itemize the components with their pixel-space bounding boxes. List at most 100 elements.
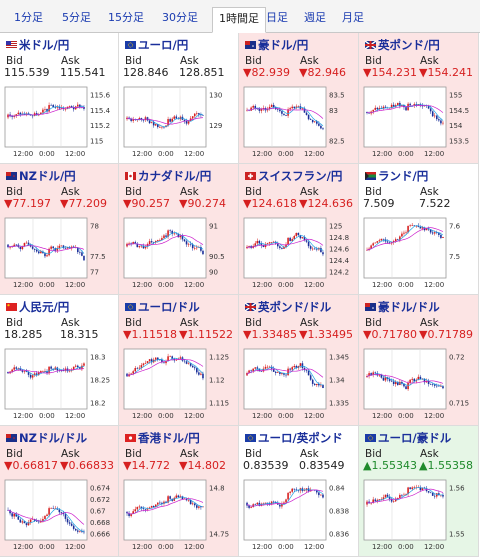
y-tick-label: 1.34 — [329, 377, 345, 385]
tab-4[interactable]: 30分足 — [162, 11, 198, 24]
pair-title[interactable]: スイスフラン/円 — [245, 168, 342, 184]
rate-card[interactable]: ユーロ/円 Bid Ask 128.846 128.851 130 129 12:00 0:00… — [119, 33, 239, 164]
candle-body — [289, 108, 291, 110]
bid-label: Bid — [245, 448, 262, 460]
candle-body — [403, 232, 405, 234]
price-chart[interactable]: 0.674 0.672 0.67 0.668 0.666 12:00 0:00 12:00 — [3, 476, 117, 556]
pair-title[interactable]: 豪ドル/ドル — [365, 299, 440, 315]
pair-title[interactable]: ユーロ/豪ドル — [365, 430, 451, 446]
pair-title[interactable]: カナダドル/円 — [125, 168, 211, 184]
rate-card[interactable]: 豪ドル/円 Bid Ask ▼82.939 ▼82.946 83.5 83 82.5 12:00… — [239, 33, 359, 164]
pair-title[interactable]: ユーロ/英ポンド — [245, 430, 343, 446]
rate-card[interactable]: 英ポンド/ドル Bid Ask ▼1.33485 ▼1.33495 1.345 1.34 1.… — [239, 295, 359, 426]
candle-body — [198, 113, 200, 115]
rate-card[interactable]: 人民元/円 Bid Ask 18.285 18.315 18.3 18.25 18.2 12:0… — [0, 295, 119, 426]
ask-label: Ask — [300, 55, 319, 67]
pair-title[interactable]: NZドル/ドル — [6, 430, 87, 446]
candle-body — [27, 372, 30, 375]
candle-body — [44, 253, 46, 257]
rate-card[interactable]: 豪ドル/ドル Bid Ask ▼0.71780 ▼0.71789 0.72 0.715 12:… — [359, 295, 479, 426]
pair-title[interactable]: ランド/円 — [365, 168, 428, 184]
price-chart[interactable]: 1.56 1.55 12:00 0:00 12:00 — [362, 476, 476, 556]
pair-title[interactable]: 香港ドル/円 — [125, 430, 200, 446]
candle-body — [150, 359, 153, 363]
rate-card[interactable]: 英ポンド/円 Bid Ask ▼154.231 ▼154.241 155 154.5 154 1… — [359, 33, 479, 164]
candle-body — [161, 126, 163, 128]
x-tick-label: 12:00 — [132, 412, 152, 420]
pair-title[interactable]: ユーロ/ドル — [125, 299, 200, 315]
candle-body — [144, 508, 147, 510]
price-chart[interactable]: 18.3 18.25 18.2 12:00 0:00 12:00 — [3, 345, 117, 425]
pair-title[interactable]: 米ドル/円 — [6, 37, 69, 53]
pair-title[interactable]: 英ポンド/ドル — [245, 299, 331, 315]
candle-body — [291, 367, 293, 370]
x-tick-label: 12:00 — [304, 543, 324, 551]
price-chart[interactable]: 155 154.5 154 153.5 12:00 0:00 12:00 — [362, 83, 476, 163]
rate-card[interactable]: NZドル/円 Bid Ask ▼77.197 ▼77.209 78 77.5 77 12:00 0… — [0, 164, 119, 295]
candle-body — [193, 113, 196, 117]
rate-card[interactable]: スイスフラン/円 Bid Ask ▼124.618 ▼124.636 125 124.8 12… — [239, 164, 359, 295]
price-chart[interactable]: 1.345 1.34 1.335 12:00 0:00 12:00 — [242, 345, 356, 425]
pair-title[interactable]: NZドル/円 — [6, 168, 76, 184]
candle-body — [248, 370, 250, 373]
candle-body — [128, 513, 130, 516]
chart-frame — [4, 86, 88, 148]
price-chart[interactable]: 125 124.8 124.6 124.4 124.2 12:00 0:00 12:00 — [242, 214, 356, 294]
candle-body — [384, 377, 387, 381]
price-chart[interactable]: 115.6 115.4 115.2 115 12:00 0:00 12:00 — [3, 83, 117, 163]
candle-body — [295, 489, 298, 491]
x-tick-label: 12:00 — [132, 150, 152, 158]
candle-body — [293, 488, 296, 490]
candle-body — [277, 372, 279, 373]
price-chart[interactable]: 91 90.5 90 12:00 0:00 12:00 — [122, 214, 236, 294]
candle-body — [378, 499, 381, 500]
tab-3[interactable]: 15分足 — [108, 11, 144, 24]
candle-body — [376, 107, 379, 110]
rate-card[interactable]: ユーロ/ドル Bid Ask ▼1.11518 ▼1.11522 1.125 1.12 1.1… — [119, 295, 239, 426]
x-tick-label: 12:00 — [13, 543, 33, 551]
rate-card[interactable]: NZドル/ドル Bid Ask ▼0.66817 ▼0.66833 0.674 0.672 0… — [0, 426, 119, 557]
rate-card[interactable]: ユーロ/英ポンド Bid Ask 0.83539 0.83549 0.84 0.838 0.8… — [239, 426, 359, 557]
tab-8[interactable]: 月足 — [342, 11, 364, 24]
candle-body — [283, 373, 285, 375]
ask-label: Ask — [61, 317, 80, 329]
tab-7[interactable]: 週足 — [304, 11, 326, 24]
price-chart[interactable]: 7.6 7.5 12:00 0:00 12:00 — [362, 214, 476, 294]
price-chart[interactable]: 78 77.5 77 12:00 0:00 12:00 — [3, 214, 117, 294]
price-chart[interactable]: 0.72 0.715 12:00 0:00 12:00 — [362, 345, 476, 425]
ma-short-line — [366, 487, 444, 504]
tab-5[interactable]: 1時間足 — [212, 7, 266, 33]
price-chart[interactable]: 130 129 12:00 0:00 12:00 — [122, 83, 236, 163]
y-tick-label: 115.6 — [90, 92, 111, 100]
price-chart[interactable]: 0.84 0.838 0.836 12:00 0:00 12:00 — [242, 476, 356, 556]
candle-body — [297, 106, 300, 107]
candle-body — [370, 373, 372, 376]
pair-title[interactable]: ユーロ/円 — [125, 37, 188, 53]
candle-body — [185, 361, 188, 364]
x-tick-label: 12:00 — [13, 150, 33, 158]
candle-body — [31, 375, 34, 378]
candle-body — [68, 106, 71, 107]
tab-2[interactable]: 5分足 — [62, 11, 91, 24]
rate-card[interactable]: 香港ドル/円 Bid Ask ▼14.772 ▼14.802 14.8 14.75 12:00… — [119, 426, 239, 557]
candle-body — [157, 124, 159, 128]
candle-body — [13, 367, 15, 370]
candle-body — [171, 356, 173, 359]
pair-title[interactable]: 英ポンド/円 — [365, 37, 440, 53]
pair-title[interactable]: 豪ドル/円 — [245, 37, 308, 53]
price-chart[interactable]: 14.8 14.75 12:00 0:00 12:00 — [122, 476, 236, 556]
pair-title[interactable]: 人民元/円 — [6, 299, 69, 315]
price-chart[interactable]: 1.125 1.12 1.115 12:00 0:00 12:00 — [122, 345, 236, 425]
rate-card[interactable]: ランド/円 Bid Ask 7.509 7.522 7.6 7.5 12:00 0:00 12:0… — [359, 164, 479, 295]
y-tick-label: 1.345 — [329, 354, 349, 362]
rate-card[interactable]: 米ドル/円 Bid Ask 115.539 115.541 115.6 115.4 115.2… — [0, 33, 119, 164]
rate-card[interactable]: カナダドル/円 Bid Ask ▼90.257 ▼90.274 91 90.5 90 12:00… — [119, 164, 239, 295]
tab-6[interactable]: 日足 — [266, 11, 288, 24]
candle-body — [374, 107, 377, 110]
candle-body — [159, 240, 161, 241]
price-chart[interactable]: 83.5 83 82.5 12:00 0:00 12:00 — [242, 83, 356, 163]
y-tick-label: 7.6 — [449, 223, 461, 231]
tab-1[interactable]: 1分足 — [14, 11, 43, 24]
candle-body — [266, 502, 269, 504]
rate-card[interactable]: ユーロ/豪ドル Bid Ask ▲1.55343 ▲1.55358 1.56 1.55 12:… — [359, 426, 479, 557]
